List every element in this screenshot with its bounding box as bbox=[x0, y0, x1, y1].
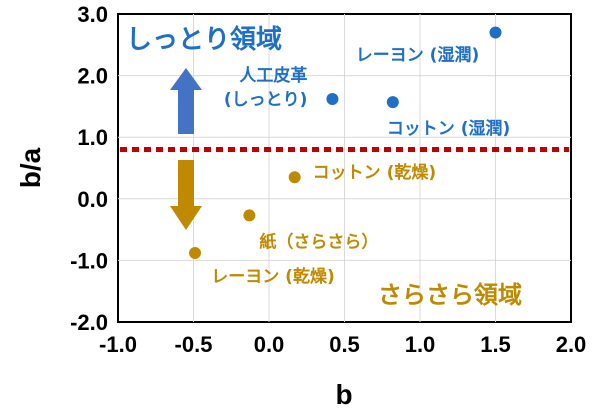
y-axis-title: b/a bbox=[15, 147, 46, 188]
y-tick-labels: -2.0 -1.0 0.0 1.0 2.0 3.0 bbox=[70, 2, 108, 335]
data-point-moist bbox=[326, 93, 339, 106]
x-tick-label: 0.5 bbox=[329, 332, 360, 357]
gridlines bbox=[118, 14, 571, 322]
point-label: 紙（さらさら） bbox=[259, 231, 378, 252]
point-label: レーヨン (湿潤) bbox=[356, 45, 479, 65]
point-labels: レーヨン (湿潤) 人工皮革(しっとり) コットン (湿潤) コットン (乾燥) 紙（さ… bbox=[211, 45, 510, 287]
data-point-dry bbox=[243, 209, 256, 222]
x-tick-label: 1.5 bbox=[480, 332, 511, 357]
y-tick-label: -2.0 bbox=[70, 310, 108, 335]
y-tick-label: 1.0 bbox=[77, 125, 108, 150]
data-point-dry bbox=[189, 247, 202, 260]
x-tick-label: -1.0 bbox=[99, 332, 137, 357]
point-label: コットン (乾燥) bbox=[313, 162, 436, 183]
data-point-moist bbox=[386, 96, 399, 109]
point-label: コットン (湿潤) bbox=[387, 119, 510, 139]
point-label: 人工皮革(しっとり) bbox=[224, 65, 308, 110]
x-tick-labels: -1.0 -0.5 0.0 0.5 1.0 1.5 2.0 bbox=[99, 332, 586, 357]
y-tick-label: 0.0 bbox=[77, 187, 108, 212]
down-arrow-icon bbox=[170, 160, 202, 230]
data-point-dry bbox=[288, 171, 301, 184]
up-arrow-icon bbox=[170, 68, 202, 134]
x-tick-label: 1.0 bbox=[405, 332, 436, 357]
x-tick-label: 2.0 bbox=[556, 332, 587, 357]
x-tick-label: 0.0 bbox=[254, 332, 285, 357]
x-tick-label: -0.5 bbox=[175, 332, 213, 357]
data-point-moist bbox=[489, 26, 502, 39]
data-points bbox=[189, 26, 502, 260]
y-tick-label: 2.0 bbox=[77, 64, 108, 89]
y-tick-label: -1.0 bbox=[70, 248, 108, 273]
region-label-moist: しっとり領域 bbox=[126, 24, 282, 55]
region-label-dry: さらさら領域 bbox=[378, 281, 522, 309]
point-label: レーヨン (乾燥) bbox=[211, 266, 334, 287]
x-axis-title: b bbox=[335, 379, 352, 410]
y-tick-label: 3.0 bbox=[77, 2, 108, 27]
